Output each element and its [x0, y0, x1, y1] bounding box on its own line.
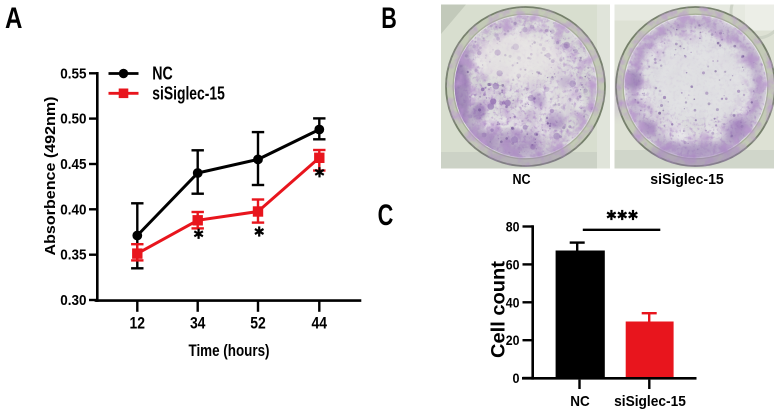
svg-text:siSiglec-15: siSiglec-15	[152, 84, 225, 104]
svg-text:0: 0	[513, 371, 520, 387]
svg-text:80: 80	[506, 220, 520, 236]
svg-text:44: 44	[312, 314, 328, 333]
svg-text:0.55: 0.55	[60, 65, 86, 82]
svg-text:NC: NC	[570, 393, 590, 410]
svg-text:NC: NC	[152, 64, 173, 84]
svg-text:52: 52	[250, 314, 266, 333]
svg-text:siSiglec-15: siSiglec-15	[650, 171, 724, 188]
svg-text:siSiglec-15: siSiglec-15	[614, 393, 686, 410]
svg-text:Absorbence (492nm): Absorbence (492nm)	[43, 96, 59, 255]
svg-text:NC: NC	[512, 172, 531, 188]
svg-text:0.35: 0.35	[60, 247, 86, 264]
svg-text:C: C	[378, 199, 394, 232]
svg-text:0.40: 0.40	[60, 201, 86, 218]
svg-text:0.45: 0.45	[60, 156, 86, 173]
svg-text:0.50: 0.50	[60, 111, 86, 128]
svg-text:A: A	[5, 2, 22, 35]
svg-text:0.30: 0.30	[60, 292, 86, 309]
svg-text:12: 12	[130, 314, 146, 333]
svg-text:Time (hours): Time (hours)	[189, 341, 270, 360]
svg-text:Cell count: Cell count	[487, 260, 509, 358]
svg-text:B: B	[381, 2, 397, 35]
svg-text:34: 34	[190, 314, 206, 333]
